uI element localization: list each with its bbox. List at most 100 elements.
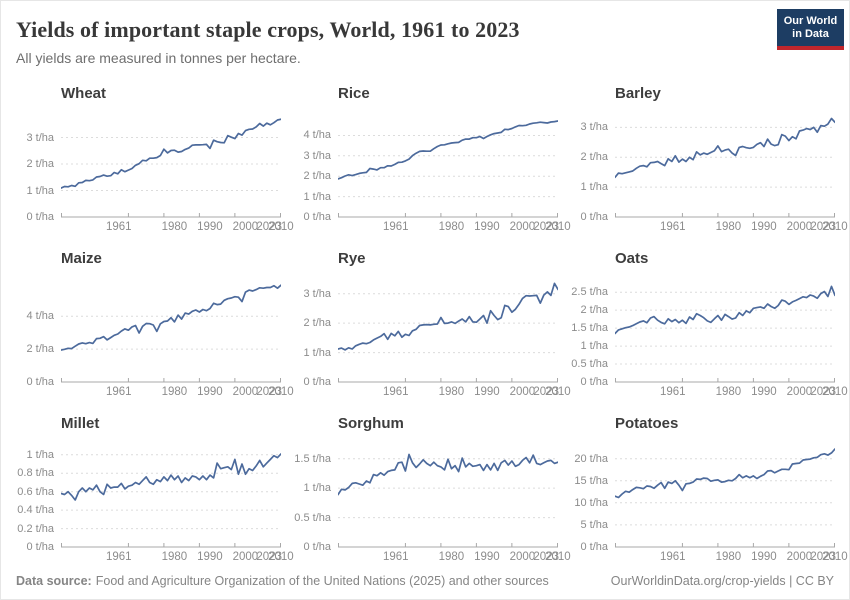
chart-title-wheat: Wheat — [61, 85, 106, 102]
y-axis-labels: 0 t/ha 0.2 t/ha 0.4 t/ha 0.6 t/ha 0.8 t/ha 1 … — [15, 440, 61, 553]
chart-body: 0 t/ha 0.5 t/ha 1 t/ha 1.5 t/ha 2 t/ha 2.5 t/… — [569, 275, 848, 401]
y-axis-labels: 0 t/ha 0.5 t/ha 1 t/ha 1.5 t/ha 2 t/ha 2.5 t/… — [569, 275, 615, 388]
plot-area: 1961 1980 1990 2000 2010 2023 — [61, 440, 294, 566]
page-subtitle: All yields are measured in tonnes per he… — [16, 50, 301, 66]
chart-body: 0 t/ha 1 t/ha 2 t/ha 3 t/ha 1961 1980 1990 200… — [15, 110, 294, 236]
y-tick-label: 0.8 t/ha — [17, 467, 54, 480]
x-tick-label: 1990 — [751, 551, 777, 563]
x-tick-label: 2000 — [509, 551, 536, 563]
x-tick-label: 2023 — [810, 386, 836, 398]
x-tick-label: 2010 — [545, 221, 571, 233]
y-axis-labels: 0 t/ha 2 t/ha 4 t/ha — [15, 275, 61, 388]
x-tick-label: 1961 — [660, 551, 686, 563]
x-tick-label: 2023 — [256, 386, 282, 398]
x-axis-labels: 1961 1980 1990 2000 2010 2023 — [383, 221, 571, 236]
plot-area: 1961 1980 1990 2000 2010 2023 — [615, 110, 848, 236]
x-tick-label: 1961 — [106, 221, 132, 233]
y-tick-label: 0.5 t/ha — [294, 511, 331, 524]
y-tick-label: 0 t/ha — [303, 541, 331, 553]
x-tick-label: 1990 — [751, 221, 777, 233]
y-tick-label: 1.5 t/ha — [294, 452, 331, 465]
y-tick-label: 5 t/ha — [580, 518, 608, 531]
chart-title-oats: Oats — [615, 250, 649, 267]
line-chart-svg — [61, 118, 281, 218]
chart-body: 0 t/ha 1 t/ha 2 t/ha 3 t/ha 1961 1980 1990 200… — [292, 275, 571, 401]
chart-body: 0 t/ha 1 t/ha 2 t/ha 3 t/ha 1961 1980 1990 200… — [569, 110, 848, 236]
plot-area: 1961 1980 1990 2000 2010 2023 — [615, 275, 848, 401]
chart-title-maize: Maize — [61, 250, 102, 267]
y-tick-label: 0 t/ha — [303, 211, 331, 223]
x-tick-label: 2010 — [268, 386, 294, 398]
figure-header: Yields of important staple crops, World,… — [1, 1, 849, 71]
x-tick-label: 2010 — [268, 221, 294, 233]
x-tick-label: 2023 — [533, 386, 559, 398]
plot-area: 1961 1980 1990 2000 2010 2023 — [61, 275, 294, 401]
y-tick-label: 2 t/ha — [580, 304, 608, 317]
y-tick-label: 0.2 t/ha — [17, 522, 54, 535]
y-axis-labels: 0 t/ha 1 t/ha 2 t/ha 3 t/ha 4 t/ha — [292, 110, 338, 223]
x-axis-labels: 1961 1980 1990 2000 2010 2023 — [106, 221, 294, 236]
x-tick-label: 2010 — [268, 551, 294, 563]
plot-area: 1961 1980 1990 2000 2010 2023 — [338, 440, 571, 566]
x-tick-label: 2010 — [822, 221, 848, 233]
y-axis-labels: 0 t/ha 5 t/ha 10 t/ha 15 t/ha 20 t/ha — [569, 440, 615, 553]
page-title: Yields of important staple crops, World,… — [16, 17, 520, 42]
y-tick-label: 15 t/ha — [574, 474, 608, 487]
x-axis-labels: 1961 1980 1990 2000 2010 2023 — [383, 551, 571, 566]
x-tick-label: 2023 — [533, 221, 559, 233]
x-axis-labels: 1961 1980 1990 2000 2010 2023 — [660, 221, 848, 236]
x-axis-labels: 1961 1980 1990 2000 2010 2023 — [660, 551, 848, 566]
y-tick-label: 4 t/ha — [303, 129, 331, 142]
y-tick-label: 4 t/ha — [26, 310, 54, 323]
line-chart-svg — [338, 282, 558, 383]
chart-title-rice: Rice — [338, 85, 370, 102]
chart-title-barley: Barley — [615, 85, 661, 102]
y-tick-label: 0 t/ha — [26, 376, 54, 388]
x-tick-label: 1961 — [383, 551, 409, 563]
y-axis-labels: 0 t/ha 1 t/ha 2 t/ha 3 t/ha — [569, 110, 615, 223]
x-tick-label: 2023 — [533, 551, 559, 563]
x-tick-label: 1990 — [474, 551, 500, 563]
chart-potatoes: Potatoes 0 t/ha 5 t/ha 10 t/ha 15 t/ha 20 t/… — [569, 415, 848, 566]
figure-footer: Data source: Food and Agriculture Organiz… — [16, 574, 834, 588]
chart-title-sorghum: Sorghum — [338, 415, 404, 432]
y-tick-label: 2.5 t/ha — [571, 286, 608, 299]
line-chart-svg — [615, 285, 835, 383]
plot-area: 1961 1980 1990 2000 2010 2023 — [338, 110, 571, 236]
y-tick-label: 2 t/ha — [303, 317, 331, 330]
x-tick-label: 1980 — [715, 386, 742, 398]
y-tick-label: 0 t/ha — [580, 211, 608, 223]
line-chart-svg — [615, 448, 835, 548]
y-tick-label: 0 t/ha — [580, 541, 608, 553]
chart-rye: Rye 0 t/ha 1 t/ha 2 t/ha 3 t/ha 1961 1980 199… — [292, 250, 571, 401]
x-tick-label: 1990 — [474, 386, 500, 398]
x-tick-label: 2000 — [232, 221, 259, 233]
chart-rice: Rice 0 t/ha 1 t/ha 2 t/ha 3 t/ha 4 t/ha 1961… — [292, 85, 571, 236]
x-tick-label: 1980 — [438, 221, 465, 233]
x-tick-label: 1980 — [161, 386, 188, 398]
x-tick-label: 1961 — [106, 551, 132, 563]
y-tick-label: 1.5 t/ha — [571, 322, 608, 335]
data-source-note: Data source: Food and Agriculture Organiz… — [16, 574, 549, 588]
x-axis-labels: 1961 1980 1990 2000 2010 2023 — [106, 551, 294, 566]
x-tick-label: 2023 — [256, 221, 282, 233]
y-tick-label: 1 t/ha — [303, 190, 331, 203]
y-tick-label: 10 t/ha — [574, 496, 608, 509]
y-tick-label: 0 t/ha — [580, 376, 608, 388]
y-tick-label: 1 t/ha — [26, 448, 54, 461]
x-tick-label: 1961 — [383, 386, 409, 398]
x-tick-label: 1990 — [197, 221, 223, 233]
y-tick-label: 2 t/ha — [303, 170, 331, 183]
x-tick-label: 2010 — [545, 551, 571, 563]
line-chart-svg — [338, 120, 558, 218]
owid-logo-line1: Our World — [783, 14, 838, 27]
data-source-text: Food and Agriculture Organization of the… — [95, 574, 549, 588]
y-tick-label: 0 t/ha — [26, 211, 54, 223]
x-tick-label: 1990 — [751, 386, 777, 398]
y-tick-label: 0 t/ha — [303, 376, 331, 388]
line-chart-svg — [61, 453, 281, 548]
chart-body: 0 t/ha 0.2 t/ha 0.4 t/ha 0.6 t/ha 0.8 t/ha 1 … — [15, 440, 294, 566]
x-tick-label: 2010 — [545, 386, 571, 398]
credit-link: OurWorldinData.org/crop-yields | CC BY — [610, 574, 834, 588]
